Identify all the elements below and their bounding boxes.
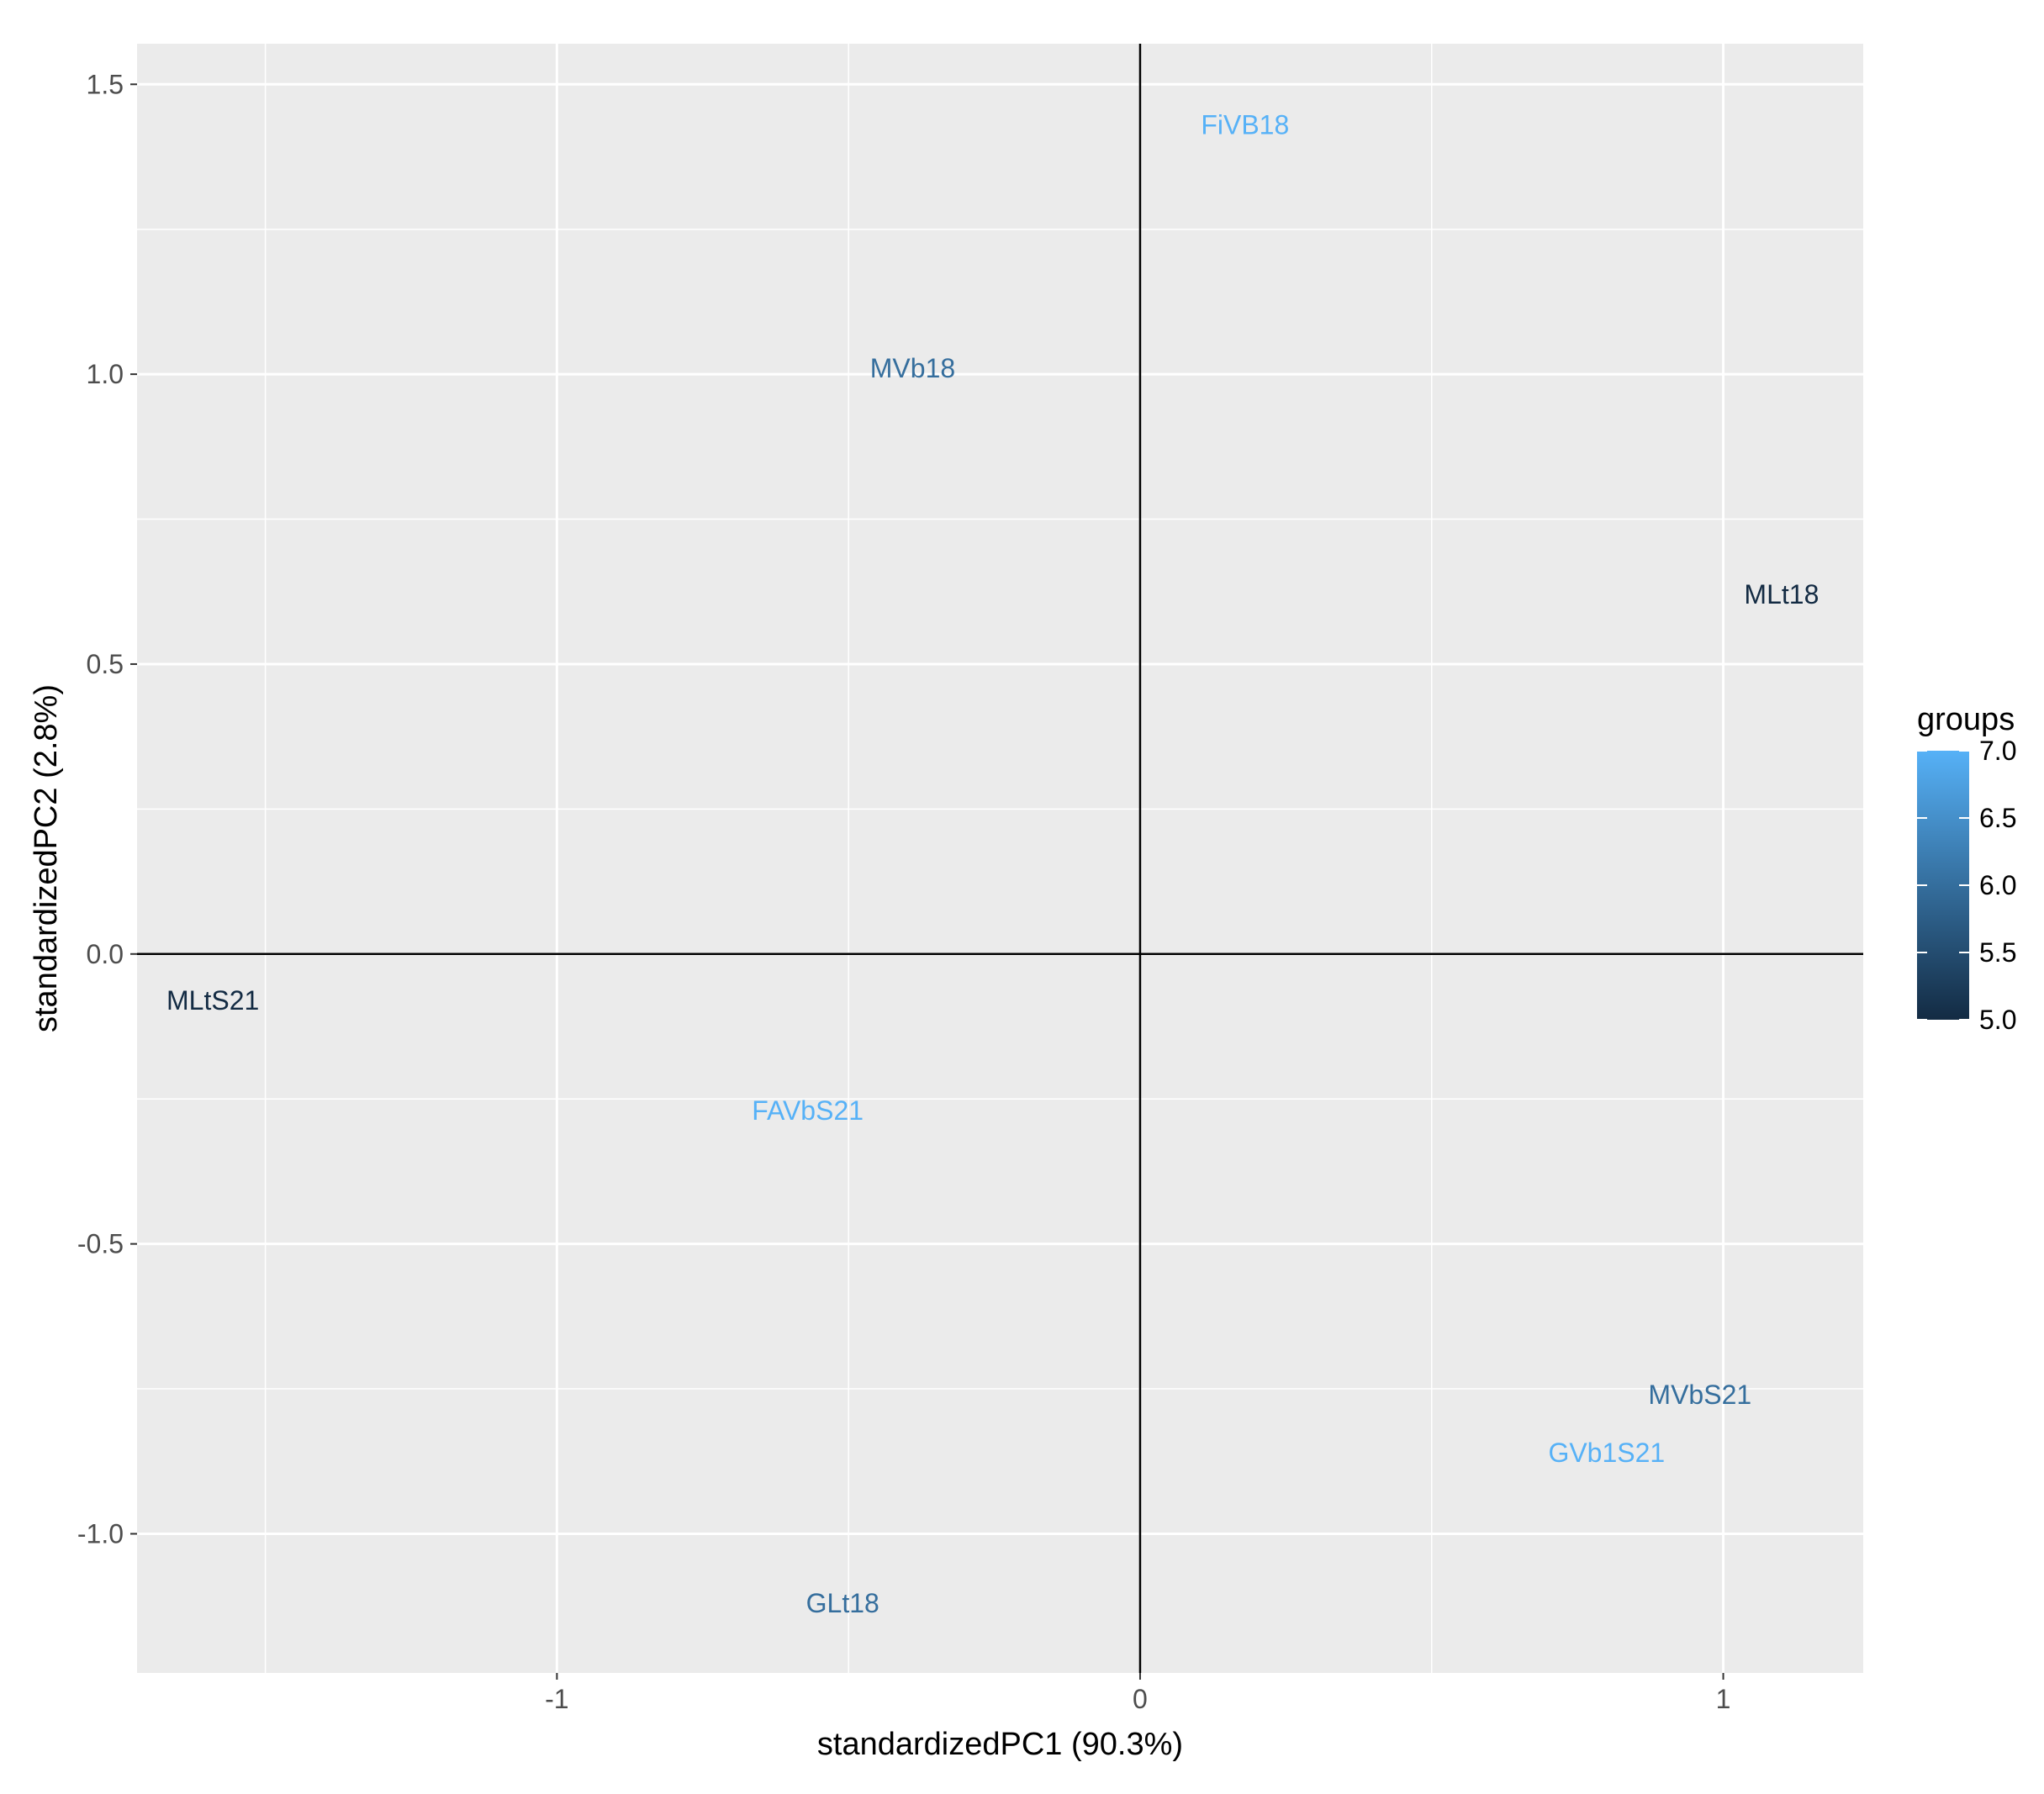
point-label: FiVB18 (1201, 110, 1289, 140)
minor-gridlines (137, 44, 1863, 1673)
legend-tick-label: 5.0 (1979, 1005, 2016, 1035)
y-tick-label: -0.5 (77, 1229, 124, 1259)
y-tick-label: 1.5 (87, 69, 124, 99)
x-tick-label: 1 (1716, 1684, 1731, 1714)
legend-tick-label: 7.0 (1979, 736, 2016, 766)
x-tick-label: -1 (545, 1684, 568, 1714)
plot-panel (137, 44, 1863, 1673)
legend-tick-label: 5.5 (1979, 937, 2016, 968)
legend-tick-label: 6.5 (1979, 803, 2016, 833)
y-axis-ticks: -1.0 -0.5 0.0 0.5 1.0 1.5 (77, 69, 137, 1549)
point-label: MVb18 (870, 353, 955, 383)
reference-lines (137, 44, 1863, 1673)
y-tick-label: -1.0 (77, 1518, 124, 1549)
point-label: FAVbS21 (752, 1095, 864, 1126)
point-label: GVb1S21 (1548, 1438, 1665, 1468)
y-tick-label: 1.0 (87, 359, 124, 389)
legend-ticks: 5.0 5.5 6.0 6.5 7.0 (1917, 736, 2016, 1035)
x-axis-title: standardizedPC1 (90.3%) (817, 1727, 1183, 1762)
legend-tick-label: 6.0 (1979, 870, 2016, 900)
point-label: MLt18 (1744, 579, 1819, 609)
point-label: GLt18 (806, 1588, 879, 1618)
point-labels: FiVB18 MVb18 MLt18 MLtS21 FAVbS21 MVbS21 GVb1S… (166, 110, 1819, 1619)
point-label: MVbS21 (1648, 1380, 1751, 1410)
y-tick-label: 0.0 (87, 939, 124, 969)
color-legend: groups 5.0 5.5 6.0 6.5 7.0 (1917, 702, 2016, 1035)
y-tick-label: 0.5 (87, 649, 124, 679)
y-axis-title: standardizedPC2 (2.8%) (29, 684, 64, 1032)
legend-title: groups (1917, 702, 2015, 737)
x-axis-ticks: -1 0 1 (545, 1673, 1730, 1714)
point-label: MLtS21 (166, 985, 259, 1016)
x-tick-label: 0 (1133, 1684, 1148, 1714)
